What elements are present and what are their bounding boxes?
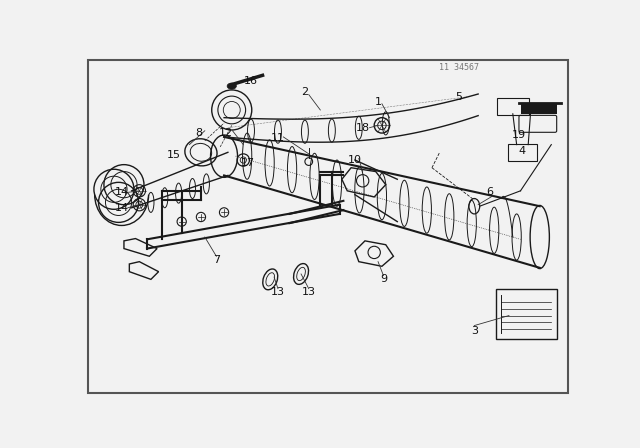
Text: 14: 14 (115, 203, 129, 213)
Text: 3: 3 (471, 326, 478, 336)
Text: 19: 19 (512, 130, 526, 140)
Text: 11 34567: 11 34567 (439, 63, 479, 72)
Text: 4: 4 (518, 146, 525, 156)
Text: 8: 8 (195, 128, 202, 138)
Ellipse shape (227, 83, 236, 89)
Text: 10: 10 (348, 155, 362, 165)
Text: 9: 9 (380, 274, 387, 284)
Bar (520, 103, 557, 114)
Text: 6: 6 (486, 187, 493, 198)
Text: 2: 2 (301, 87, 308, 97)
Text: 7: 7 (212, 255, 220, 265)
Text: 11: 11 (271, 134, 285, 143)
Text: 1: 1 (374, 97, 381, 107)
Text: 15: 15 (167, 151, 181, 160)
Text: 16: 16 (244, 77, 258, 86)
Text: 5: 5 (456, 92, 463, 102)
Text: 14: 14 (115, 187, 129, 198)
Text: 13: 13 (271, 288, 285, 297)
Text: 17: 17 (241, 158, 255, 168)
Text: 12: 12 (220, 128, 234, 138)
Text: 13: 13 (301, 288, 316, 297)
Text: 18: 18 (356, 123, 370, 133)
